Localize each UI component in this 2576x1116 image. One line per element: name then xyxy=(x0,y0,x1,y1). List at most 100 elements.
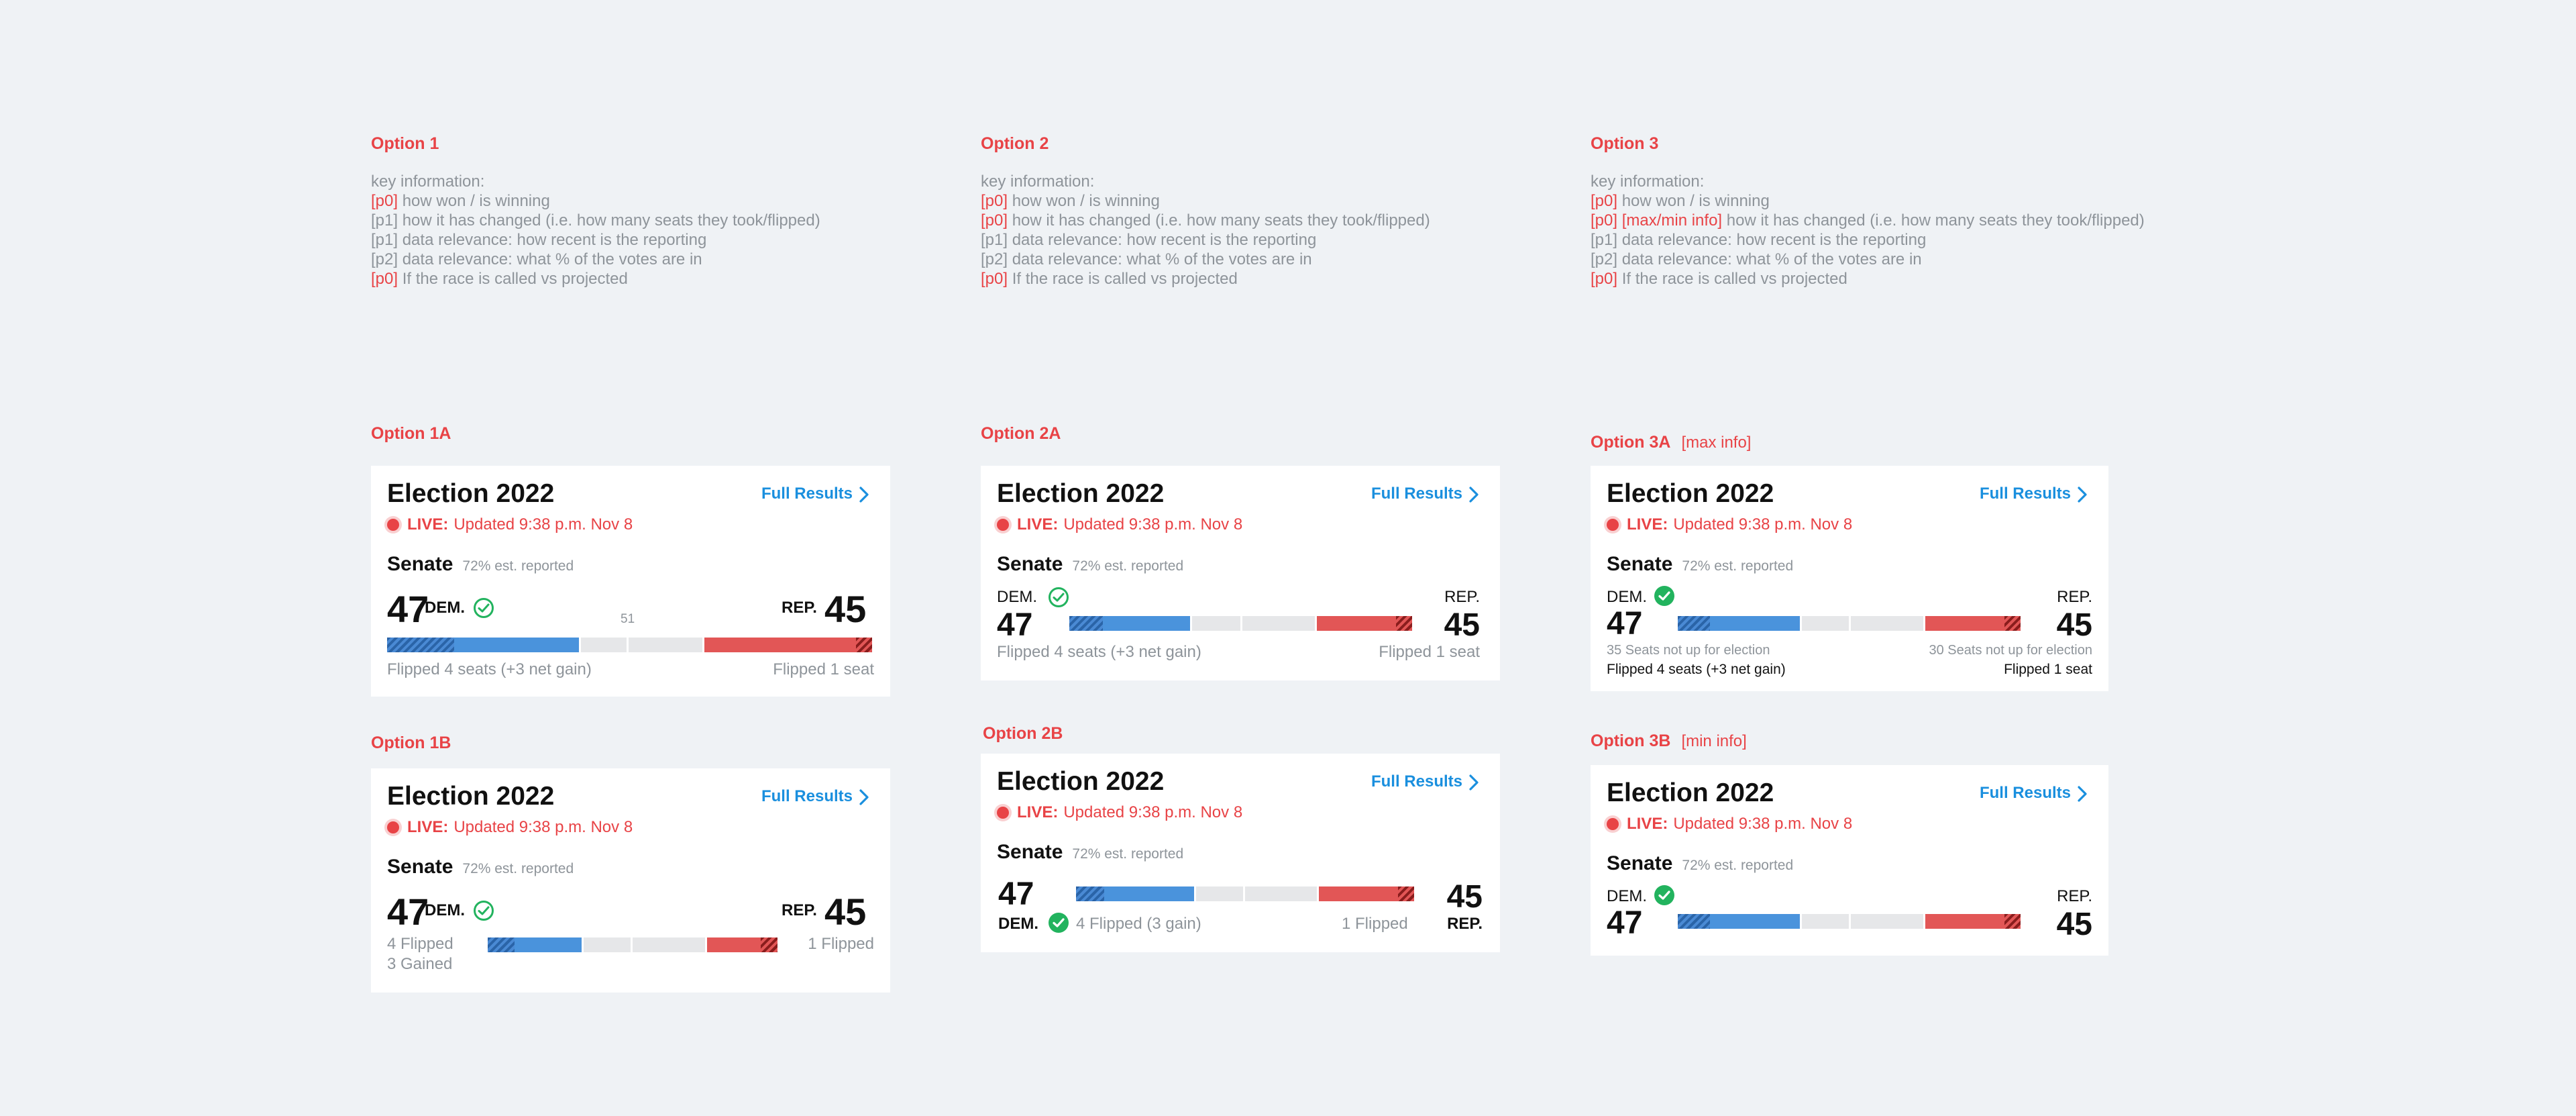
dem-segment xyxy=(1710,914,1800,929)
full-results-link[interactable]: Full Results xyxy=(1371,485,1479,503)
rep-segment xyxy=(1319,886,1399,901)
undecided-segment xyxy=(1802,914,1849,929)
chevron-right-icon xyxy=(1469,774,1479,791)
option-3a-title: Option 3A xyxy=(1591,433,1671,452)
dem-seat-count: 47 xyxy=(1607,905,1643,941)
priority-tag: [p0] xyxy=(981,211,1008,230)
dem-seat-count: 47 xyxy=(387,588,429,630)
full-results-link[interactable]: Full Results xyxy=(761,485,869,503)
live-updated-text: Updated 9:38 p.m. Nov 8 xyxy=(453,515,633,534)
election-card-1b: Election 2022 Full Results LIVE: Updated … xyxy=(371,768,890,993)
live-label: LIVE: xyxy=(407,515,449,534)
rep-flip-note: 1 Flipped xyxy=(1342,915,1408,933)
dem-seat-count: 47 xyxy=(997,607,1033,643)
live-dot-icon xyxy=(1607,519,1619,531)
rep-label: REP. xyxy=(2057,588,2092,606)
full-results-label: Full Results xyxy=(1979,485,2071,503)
dem-flipped-segment xyxy=(488,937,515,952)
priority-text: If the race is called vs projected xyxy=(1617,270,1847,288)
live-updated-text: Updated 9:38 p.m. Nov 8 xyxy=(1673,815,1853,833)
senate-heading: Senate 72% est. reported xyxy=(997,553,1183,576)
dem-flipped-segment xyxy=(1069,616,1103,631)
seat-bar xyxy=(1076,886,1415,901)
live-status: LIVE: Updated 9:38 p.m. Nov 8 xyxy=(997,515,1242,534)
live-dot-icon xyxy=(387,519,399,531)
dem-label: DEM. xyxy=(997,588,1037,606)
rep-seat-count: 45 xyxy=(1446,879,1483,915)
card-title: Election 2022 xyxy=(387,782,555,811)
rep-seat-count: 45 xyxy=(2056,907,2092,942)
card-title: Election 2022 xyxy=(997,479,1165,508)
option-2-notes: key information: [p0] how won / is winnin… xyxy=(981,172,1430,289)
reported-text: 72% est. reported xyxy=(1072,846,1184,862)
reported-text: 72% est. reported xyxy=(1682,858,1794,873)
rep-flipped-segment xyxy=(761,937,777,952)
card-title: Election 2022 xyxy=(1607,479,1774,508)
card-title: Election 2022 xyxy=(1607,778,1774,807)
rep-flipped-segment xyxy=(856,638,872,652)
priority-tag: [p1] xyxy=(371,231,398,249)
undecided-segment xyxy=(1242,616,1315,631)
reported-text: 72% est. reported xyxy=(462,558,574,574)
dem-flipped-segment xyxy=(1678,914,1710,929)
priority-item: [p2] data relevance: what % of the votes… xyxy=(981,250,1430,269)
dem-flip-note: Flipped 4 seats (+3 net gain) xyxy=(997,643,1201,661)
full-results-label: Full Results xyxy=(761,787,853,805)
priority-text: data relevance: what % of the votes are … xyxy=(398,250,702,268)
priority-tag: [p1] xyxy=(981,231,1008,249)
senate-heading: Senate 72% est. reported xyxy=(387,856,574,878)
seat-bar xyxy=(1678,914,2021,929)
priority-item: [p1] how it has changed (i.e. how many s… xyxy=(371,211,820,230)
full-results-link[interactable]: Full Results xyxy=(1980,784,2087,803)
rep-flip-note: Flipped 1 seat xyxy=(2004,662,2092,677)
senate-heading: Senate 72% est. reported xyxy=(387,553,574,576)
election-card-3b: Election 2022 Full Results LIVE: Updated … xyxy=(1591,765,2108,956)
priority-tag: [p2] xyxy=(981,250,1008,268)
priority-text: how won / is winning xyxy=(398,192,550,210)
dem-segment xyxy=(454,638,579,652)
senate-heading: Senate 72% est. reported xyxy=(1607,852,1793,875)
priority-text: how it has changed (i.e. how many seats … xyxy=(1008,211,1430,230)
rep-flipped-segment xyxy=(1396,616,1412,631)
dem-seat-count: 47 xyxy=(998,876,1034,912)
election-card-1a: Election 2022 Full Results LIVE: Updated … xyxy=(371,466,890,697)
option-3b-title: Option 3B xyxy=(1591,731,1671,750)
dem-flipped-segment xyxy=(1678,616,1710,631)
dem-label: DEM. xyxy=(1607,588,1647,606)
live-status: LIVE: Updated 9:38 p.m. Nov 8 xyxy=(1607,815,1852,833)
rep-label: REP. xyxy=(782,599,817,617)
undecided-segment xyxy=(633,937,705,952)
priority-item: [p0] how won / is winning xyxy=(371,191,820,211)
live-status: LIVE: Updated 9:38 p.m. Nov 8 xyxy=(997,803,1242,822)
key-information-title: key information: xyxy=(1591,172,1705,191)
priority-tag: [p2] xyxy=(1591,250,1618,268)
card-title: Election 2022 xyxy=(997,767,1165,796)
dem-label: DEM. xyxy=(425,599,465,617)
live-dot-icon xyxy=(387,821,399,833)
undecided-segment xyxy=(1851,914,1923,929)
dem-segment xyxy=(1710,616,1800,631)
dem-flip-note: 4 Flipped (3 gain) xyxy=(1076,915,1201,933)
dem-segment xyxy=(515,937,582,952)
dem-label: DEM. xyxy=(1607,887,1647,905)
live-label: LIVE: xyxy=(1627,815,1668,833)
senate-label: Senate xyxy=(997,553,1063,575)
rep-flipped-segment xyxy=(2004,914,2021,929)
majority-marker-label: 51 xyxy=(621,612,635,626)
full-results-link[interactable]: Full Results xyxy=(1980,485,2087,503)
chevron-right-icon xyxy=(2078,487,2087,503)
dem-flipped-note: 4 Flipped xyxy=(387,935,453,953)
priority-item: [p0] how won / is winning xyxy=(1591,191,2145,211)
dem-flipped-segment xyxy=(387,638,454,652)
priority-item: [p2] data relevance: what % of the votes… xyxy=(1591,250,2145,269)
election-card-2a: Election 2022 Full Results LIVE: Updated … xyxy=(981,466,1500,680)
check-outline-icon xyxy=(474,901,494,921)
dem-segment xyxy=(1104,886,1194,901)
reported-text: 72% est. reported xyxy=(1072,558,1184,574)
full-results-label: Full Results xyxy=(1979,784,2071,802)
full-results-link[interactable]: Full Results xyxy=(761,787,869,806)
priority-item: [p0] If the race is called vs projected xyxy=(981,269,1430,289)
full-results-link[interactable]: Full Results xyxy=(1371,772,1479,791)
priority-item: [p2] data relevance: what % of the votes… xyxy=(371,250,820,269)
priority-text: data relevance: how recent is the report… xyxy=(398,231,707,249)
